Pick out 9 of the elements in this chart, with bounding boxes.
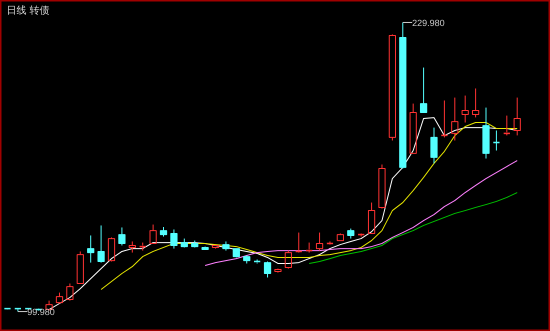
candlestick — [462, 95, 469, 123]
candlestick — [87, 234, 94, 264]
candlestick — [482, 107, 490, 160]
annotation: 229.980 — [412, 18, 445, 28]
annotation: 99.980 — [27, 307, 55, 318]
chart-title: 日线 转债 — [6, 4, 50, 16]
candlestick — [514, 97, 521, 136]
candlestick — [451, 97, 458, 142]
candlestick — [430, 127, 438, 164]
